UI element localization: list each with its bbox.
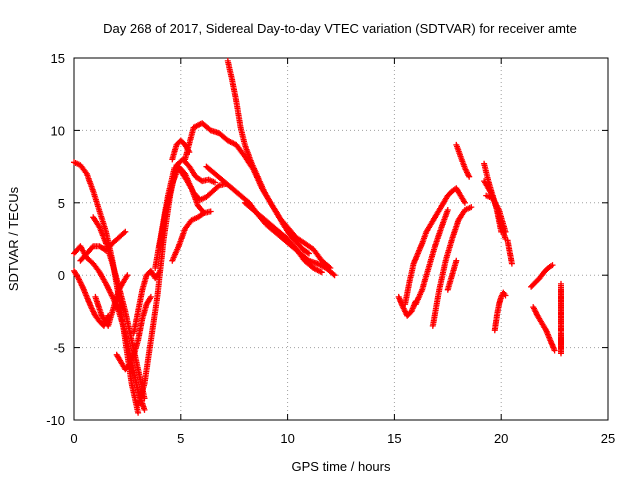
- data-point: [124, 272, 131, 279]
- series-track-7: [113, 293, 154, 373]
- data-point: [551, 347, 558, 354]
- series-track-26: [483, 192, 509, 235]
- y-axis-label: SDTVAR / TECUs: [6, 186, 21, 291]
- data-point: [306, 250, 312, 257]
- y-tick-label: -5: [53, 341, 65, 356]
- series-track-19: [402, 185, 468, 308]
- series-track-15: [203, 163, 338, 279]
- data-point: [141, 406, 148, 413]
- data-point: [122, 228, 129, 235]
- data-points: [71, 57, 564, 416]
- data-point: [147, 293, 154, 300]
- series-track-20: [412, 207, 451, 308]
- y-tick-label: 10: [51, 123, 65, 138]
- data-point: [466, 173, 473, 180]
- data-point: [502, 292, 509, 299]
- data-point: [331, 272, 338, 279]
- plot-frame: [73, 57, 609, 421]
- data-point: [207, 208, 214, 215]
- series-track-11: [156, 163, 214, 250]
- series-track-17: [241, 199, 325, 276]
- data-point: [135, 409, 142, 416]
- data-point: [330, 271, 337, 278]
- grid-lines: [74, 58, 608, 420]
- series-track-30: [530, 304, 558, 354]
- series-track-6: [92, 272, 131, 329]
- y-tick-label: -10: [46, 413, 65, 428]
- data-point: [461, 199, 468, 206]
- data-point: [201, 209, 208, 216]
- x-tick-label: 10: [280, 431, 294, 446]
- series-track-23: [453, 141, 473, 180]
- data-point: [200, 210, 206, 217]
- series-track-28: [504, 237, 515, 267]
- y-tick-label: 0: [58, 268, 65, 283]
- data-point: [318, 269, 325, 276]
- data-point: [508, 260, 515, 267]
- x-tick-label: 20: [494, 431, 508, 446]
- y-tick-label: 5: [58, 196, 65, 211]
- series-track-8: [130, 267, 163, 337]
- y-tick-label: 15: [51, 51, 65, 66]
- series-track-22: [444, 257, 460, 293]
- series-track-29: [528, 262, 556, 290]
- data-point: [453, 257, 460, 264]
- data-point: [304, 249, 311, 256]
- series-track-5: [77, 228, 129, 264]
- series-track-21: [429, 204, 475, 329]
- series-track-16: [224, 57, 312, 257]
- x-tick-label: 0: [70, 431, 77, 446]
- y-tick-labels: -10 -5 0 5 10 15: [46, 51, 65, 428]
- x-axis-label: GPS time / hours: [292, 459, 391, 474]
- chart-title: Day 268 of 2017, Sidereal Day-to-day VTE…: [103, 21, 577, 36]
- data-point: [468, 204, 475, 211]
- series-track-31: [558, 280, 564, 357]
- data-point: [212, 179, 218, 186]
- x-tick-label: 15: [387, 431, 401, 446]
- x-tick-labels: 0 5 10 15 20 25: [70, 431, 615, 446]
- x-tick-label: 25: [601, 431, 615, 446]
- series-track-9: [135, 156, 218, 409]
- axis-ticks: [73, 57, 609, 421]
- data-point: [502, 228, 509, 235]
- data-point: [549, 262, 556, 269]
- x-tick-label: 5: [177, 431, 184, 446]
- series-track-12: [169, 209, 208, 264]
- data-point: [121, 229, 127, 236]
- series-track-27: [491, 289, 509, 334]
- series-track-2: [71, 243, 148, 413]
- data-point: [444, 207, 451, 213]
- data-point: [558, 280, 564, 287]
